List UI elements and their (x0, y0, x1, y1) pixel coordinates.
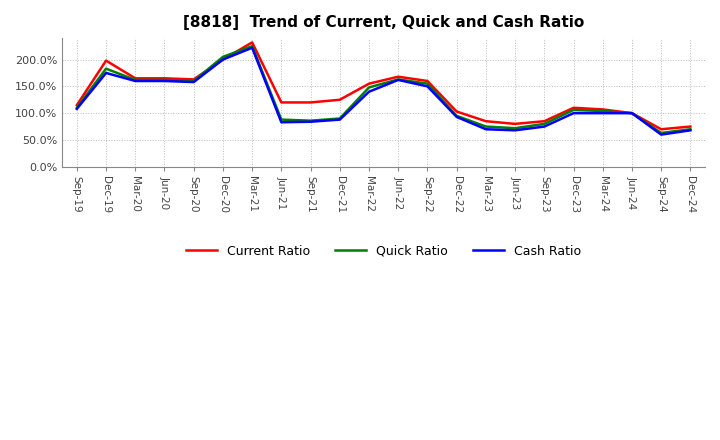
Cash Ratio (510, 128, 519, 133)
Quick Ratio (628, 110, 636, 116)
Quick Ratio (131, 77, 140, 83)
Quick Ratio (248, 44, 256, 49)
Quick Ratio (277, 117, 286, 122)
Quick Ratio (423, 81, 432, 86)
Line: Quick Ratio: Quick Ratio (77, 46, 690, 133)
Cash Ratio (277, 120, 286, 125)
Current Ratio (423, 78, 432, 84)
Current Ratio (277, 100, 286, 105)
Current Ratio (510, 121, 519, 127)
Current Ratio (628, 110, 636, 116)
Cash Ratio (598, 110, 607, 116)
Cash Ratio (219, 57, 228, 62)
Current Ratio (598, 107, 607, 112)
Current Ratio (686, 124, 695, 129)
Cash Ratio (686, 128, 695, 133)
Line: Current Ratio: Current Ratio (77, 42, 690, 129)
Title: [8818]  Trend of Current, Quick and Cash Ratio: [8818] Trend of Current, Quick and Cash … (183, 15, 584, 30)
Quick Ratio (394, 77, 402, 82)
Cash Ratio (73, 106, 81, 111)
Cash Ratio (248, 45, 256, 51)
Quick Ratio (102, 66, 110, 71)
Current Ratio (394, 74, 402, 79)
Cash Ratio (336, 117, 344, 122)
Cash Ratio (657, 132, 665, 137)
Quick Ratio (336, 116, 344, 121)
Quick Ratio (365, 85, 374, 90)
Current Ratio (248, 40, 256, 45)
Legend: Current Ratio, Quick Ratio, Cash Ratio: Current Ratio, Quick Ratio, Cash Ratio (181, 240, 587, 263)
Quick Ratio (570, 107, 578, 113)
Quick Ratio (219, 54, 228, 59)
Cash Ratio (131, 78, 140, 84)
Cash Ratio (394, 77, 402, 83)
Current Ratio (219, 57, 228, 62)
Cash Ratio (423, 84, 432, 89)
Quick Ratio (306, 118, 315, 123)
Cash Ratio (628, 110, 636, 116)
Cash Ratio (540, 124, 549, 129)
Current Ratio (540, 118, 549, 124)
Cash Ratio (482, 127, 490, 132)
Current Ratio (570, 105, 578, 110)
Current Ratio (306, 100, 315, 105)
Cash Ratio (189, 80, 198, 85)
Cash Ratio (570, 110, 578, 116)
Quick Ratio (452, 113, 461, 118)
Cash Ratio (452, 114, 461, 120)
Current Ratio (189, 77, 198, 82)
Quick Ratio (73, 105, 81, 110)
Quick Ratio (160, 77, 168, 83)
Current Ratio (160, 76, 168, 81)
Quick Ratio (189, 78, 198, 84)
Line: Cash Ratio: Cash Ratio (77, 48, 690, 135)
Current Ratio (657, 127, 665, 132)
Quick Ratio (598, 108, 607, 114)
Current Ratio (365, 81, 374, 86)
Cash Ratio (102, 70, 110, 76)
Quick Ratio (686, 127, 695, 132)
Current Ratio (73, 103, 81, 108)
Current Ratio (452, 109, 461, 114)
Quick Ratio (482, 124, 490, 129)
Quick Ratio (510, 125, 519, 131)
Quick Ratio (540, 121, 549, 127)
Current Ratio (482, 118, 490, 124)
Current Ratio (336, 97, 344, 103)
Current Ratio (102, 58, 110, 63)
Cash Ratio (306, 119, 315, 125)
Cash Ratio (365, 89, 374, 94)
Cash Ratio (160, 78, 168, 84)
Current Ratio (131, 76, 140, 81)
Quick Ratio (657, 130, 665, 136)
